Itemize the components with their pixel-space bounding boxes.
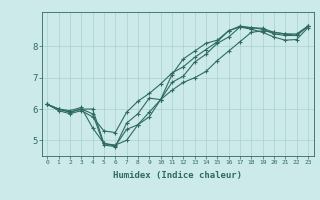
X-axis label: Humidex (Indice chaleur): Humidex (Indice chaleur)	[113, 171, 242, 180]
